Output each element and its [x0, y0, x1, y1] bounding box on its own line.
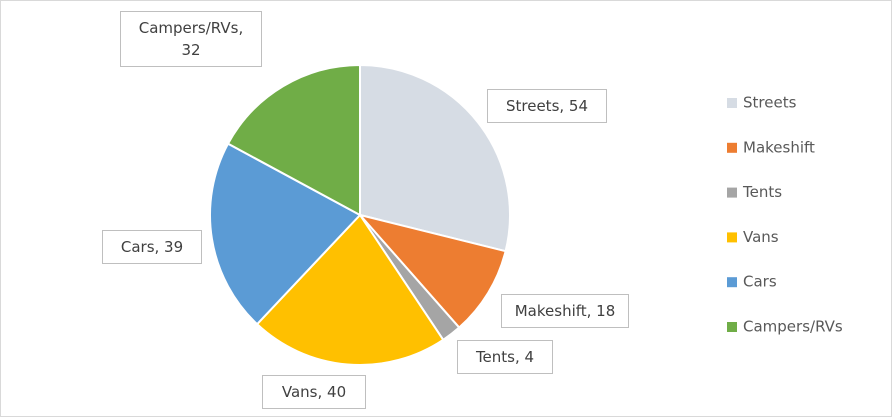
legend-label: Streets	[743, 94, 797, 112]
pie-slice	[255, 213, 445, 366]
data-label: Cars, 39	[102, 230, 202, 264]
pie-slice	[357, 213, 507, 329]
legend-swatch	[727, 322, 737, 332]
data-label: Campers/RVs, 32	[120, 11, 262, 67]
legend-label: Vans	[743, 228, 779, 246]
legend-swatch	[727, 98, 737, 108]
data-label: Streets, 54	[487, 89, 607, 123]
legend-label: Tents	[742, 183, 782, 201]
legend-swatch	[727, 142, 737, 153]
legend-label: Makeshift	[743, 138, 815, 156]
legend-swatch	[727, 232, 737, 243]
pie-slice	[359, 63, 511, 253]
legend-swatch	[727, 187, 737, 198]
data-label: Makeshift, 18	[501, 294, 629, 328]
legend-label: Campers/RVs	[743, 318, 843, 336]
pie-slice	[226, 63, 361, 217]
legend-swatch	[727, 277, 737, 288]
data-label: Tents, 4	[457, 340, 553, 374]
pie-slice	[209, 142, 362, 326]
legend-label: Cars	[743, 273, 777, 291]
data-label: Vans, 40	[262, 375, 366, 409]
